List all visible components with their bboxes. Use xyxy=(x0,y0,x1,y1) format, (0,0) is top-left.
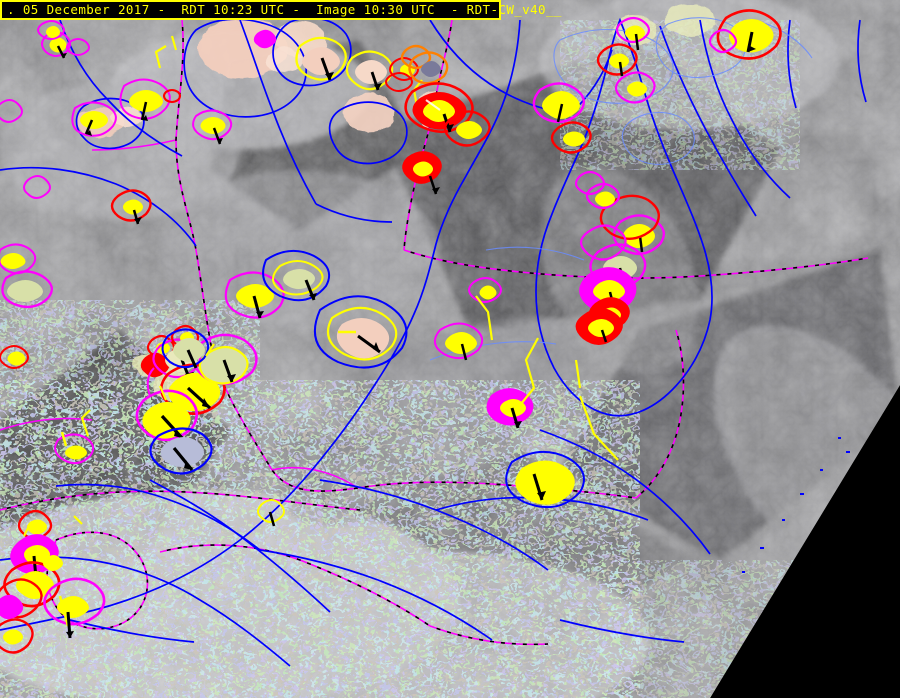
rdt-cell[interactable] xyxy=(54,431,95,465)
cell-trajectory xyxy=(73,343,215,525)
rdt-cell[interactable] xyxy=(385,72,413,92)
rdt-cell[interactable] xyxy=(615,16,651,51)
rdt-cell[interactable] xyxy=(224,271,285,319)
rdt-cell[interactable] xyxy=(0,99,23,123)
rdt-cell[interactable] xyxy=(1,270,53,309)
rdt-cell[interactable] xyxy=(428,175,440,195)
rdt-cell[interactable] xyxy=(149,427,213,475)
secondary-contours xyxy=(429,17,813,361)
rdt-cell[interactable] xyxy=(716,9,782,60)
rdt-cell[interactable] xyxy=(17,509,53,541)
rdt-cell[interactable] xyxy=(0,594,24,620)
rdt-cell[interactable] xyxy=(345,50,394,91)
rdt-cell[interactable] xyxy=(119,78,181,121)
rdt-cell[interactable] xyxy=(614,71,656,104)
rdt-cell[interactable] xyxy=(161,328,210,369)
rdt-cell[interactable] xyxy=(443,110,491,147)
rdt-cell[interactable] xyxy=(110,189,152,225)
product-title-text: . 05 December 2017 - RDT 10:23 UTC - Ima… xyxy=(7,2,562,17)
rdt-cell[interactable] xyxy=(596,43,638,77)
rdt-cell[interactable] xyxy=(433,322,484,361)
product-title-bar: . 05 December 2017 - RDT 10:23 UTC - Ima… xyxy=(0,0,561,20)
rdt-cell[interactable] xyxy=(486,388,534,429)
rdt-cell[interactable] xyxy=(585,182,621,210)
rdt-cell[interactable] xyxy=(0,345,29,369)
rdt-cell[interactable] xyxy=(257,499,285,527)
rdt-cell[interactable] xyxy=(43,555,63,571)
rdt-cell[interactable] xyxy=(575,308,623,345)
country-borders xyxy=(0,19,869,646)
rdt-cell[interactable] xyxy=(41,31,71,59)
rdt-cell[interactable] xyxy=(66,38,90,56)
rdt-cell[interactable] xyxy=(23,523,31,537)
rdt-cell[interactable] xyxy=(408,51,449,85)
rdt-cell[interactable] xyxy=(0,243,37,275)
rdt-cell[interactable] xyxy=(262,249,330,302)
rdt-cell[interactable] xyxy=(0,578,43,619)
rdt-cell[interactable] xyxy=(23,175,51,199)
rdt-cell[interactable] xyxy=(253,29,277,49)
rdt-cell[interactable] xyxy=(574,170,606,196)
rdt-cell[interactable] xyxy=(313,295,408,369)
rdt-cell[interactable] xyxy=(532,82,586,124)
rdt-cell[interactable] xyxy=(402,151,442,184)
rdt-cell-layer xyxy=(0,9,782,654)
rdt-cell[interactable] xyxy=(295,36,347,81)
rdt-cell[interactable] xyxy=(0,618,34,654)
rdt-cell[interactable] xyxy=(192,333,258,385)
rdt-cell[interactable] xyxy=(37,20,65,40)
rdt-cell[interactable] xyxy=(505,451,585,509)
rdt-cell[interactable] xyxy=(550,121,592,154)
rdt-cell[interactable] xyxy=(468,277,502,303)
rdt-cell[interactable] xyxy=(192,109,233,145)
rdt-cell[interactable] xyxy=(708,28,738,54)
rdt-cell[interactable] xyxy=(43,577,106,639)
rdt-cell[interactable] xyxy=(404,82,474,134)
rdt-cell[interactable] xyxy=(71,101,117,137)
rdt-cell[interactable] xyxy=(146,367,155,397)
rdt-cell[interactable] xyxy=(579,224,627,261)
